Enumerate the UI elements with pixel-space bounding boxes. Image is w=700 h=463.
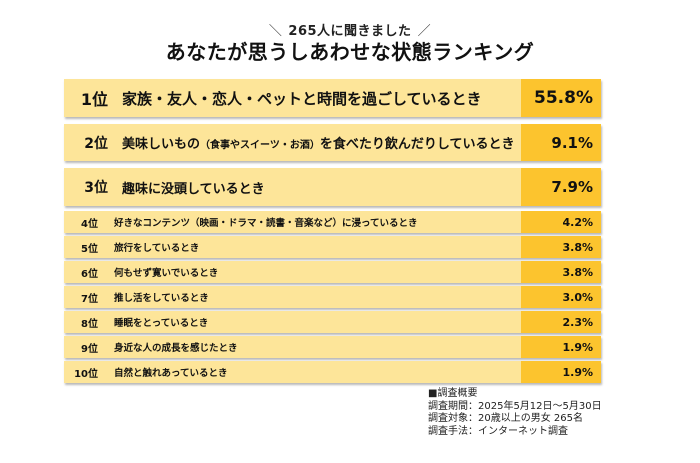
item-label: 美味しいもの（食事やスイーツ・お酒）を食べたり飲んだりしているとき xyxy=(122,133,601,152)
percentage-value: 1.9% xyxy=(521,336,601,358)
ranking-row-6: 6位 何もせず寛いでいるとき 3.8% xyxy=(64,261,601,283)
slash-right-decoration: ／ xyxy=(417,24,432,39)
item-label-main: 美味しいもの xyxy=(122,137,201,152)
survey-heading: ■調査概要 xyxy=(428,388,478,399)
item-label: 自然と触れあっているとき xyxy=(114,368,228,379)
rank-label: 6位 xyxy=(81,268,98,280)
ranking-row-4: 4位 好きなコンテンツ（映画・ドラマ・読書・音楽など）に浸っているとき 4.2% xyxy=(64,211,601,233)
rank-label: 1位 xyxy=(80,90,108,109)
rank-label: 3位 xyxy=(84,180,108,196)
survey-target: 調査対象：20歳以上の男女 265名 xyxy=(428,413,583,424)
slash-left-decoration: ＼ xyxy=(268,24,283,39)
percentage-value: 7.9% xyxy=(521,168,601,206)
item-label-tail: を食べたり飲んだりしているとき xyxy=(319,137,515,152)
page-title: あなたが思うしあわせな状態ランキング xyxy=(165,40,535,64)
rank-label: 9位 xyxy=(81,343,98,355)
rank-label: 2位 xyxy=(84,135,108,152)
percentage-value: 2.3% xyxy=(521,311,601,333)
ranking-row-5: 5位 旅行をしているとき 3.8% xyxy=(64,236,601,258)
ranking-row-3: 3位 趣味に没頭しているとき 7.9% xyxy=(64,168,601,206)
rank-label: 7位 xyxy=(81,293,98,305)
percentage-value: 55.8% xyxy=(521,79,601,117)
item-label: 家族・友人・恋人・ペットと時間を過ごしているとき xyxy=(122,89,482,108)
rank-label: 5位 xyxy=(81,243,98,255)
item-label: 趣味に没頭しているとき xyxy=(122,181,265,197)
ranking-row-7: 7位 推し活をしているとき 3.0% xyxy=(64,286,601,308)
ranking-row-2: 2位 美味しいもの（食事やスイーツ・お酒）を食べたり飲んだりしているとき 9.1… xyxy=(64,124,601,161)
survey-period: 調査期間：2025年5月12日～5月30日 xyxy=(428,400,602,412)
ranking-row-8: 8位 睡眠をとっているとき 2.3% xyxy=(64,311,601,333)
rank-label: 4位 xyxy=(81,218,98,230)
item-label: 旅行をしているとき xyxy=(114,243,200,254)
item-label: 好きなコンテンツ（映画・ドラマ・読書・音楽など）に浸っているとき xyxy=(114,218,418,229)
subtitle: ＼ 265人に聞きました ／ xyxy=(0,20,700,39)
subtitle-text: 265人に聞きました xyxy=(288,24,412,39)
survey-notes: ■調査概要 調査期間：2025年5月12日～5月30日 調査対象：20歳以上の男… xyxy=(428,388,602,438)
rank-label: 10位 xyxy=(74,368,98,380)
percentage-value: 1.9% xyxy=(521,361,601,383)
percentage-value: 3.0% xyxy=(521,286,601,308)
ranking-row-1: 1位 家族・友人・恋人・ペットと時間を過ごしているとき 55.8% xyxy=(64,79,601,117)
ranking-row-10: 10位 自然と触れあっているとき 1.9% xyxy=(64,361,601,383)
item-label: 睡眠をとっているとき xyxy=(114,318,209,329)
percentage-value: 4.2% xyxy=(521,211,601,233)
percentage-value: 3.8% xyxy=(521,236,601,258)
rank-label: 8位 xyxy=(81,318,98,330)
item-label-note: （食事やスイーツ・お酒） xyxy=(200,140,320,151)
percentage-value: 3.8% xyxy=(521,261,601,283)
item-label: 推し活をしているとき xyxy=(114,293,209,304)
ranking-row-9: 9位 身近な人の成長を感じたとき 1.9% xyxy=(64,336,601,358)
survey-method: 調査手法：インターネット調査 xyxy=(428,425,568,437)
percentage-value: 9.1% xyxy=(521,124,601,161)
item-label: 身近な人の成長を感じたとき xyxy=(114,343,238,354)
item-label: 何もせず寛いでいるとき xyxy=(114,268,219,279)
